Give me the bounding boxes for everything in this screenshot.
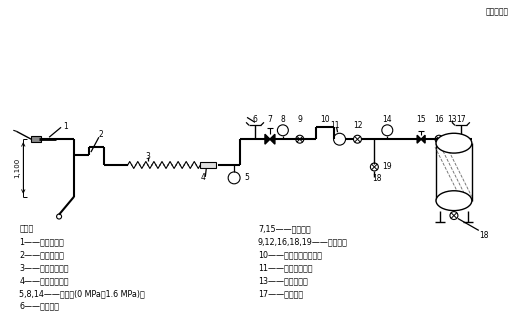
Bar — [31, 136, 41, 142]
Circle shape — [370, 163, 379, 171]
Text: 1: 1 — [63, 122, 68, 131]
Circle shape — [228, 172, 240, 184]
Text: 16: 16 — [434, 115, 444, 124]
Text: 1,100: 1,100 — [14, 158, 20, 178]
Text: 17: 17 — [456, 115, 466, 124]
Circle shape — [450, 212, 458, 219]
Text: 13: 13 — [447, 115, 457, 124]
Circle shape — [57, 214, 62, 219]
Text: 13——耐压储罐；: 13——耐压储罐； — [258, 276, 308, 285]
Text: 5,8,14——压力表(0 MPa～1.6 MPa)；: 5,8,14——压力表(0 MPa～1.6 MPa)； — [19, 289, 145, 298]
Text: 9,12,16,18,19——球形阀；: 9,12,16,18,19——球形阀； — [258, 237, 348, 246]
Text: 1——泡沫出口；: 1——泡沫出口； — [19, 237, 64, 246]
Text: 3: 3 — [145, 151, 150, 161]
Text: 6: 6 — [252, 115, 258, 124]
Polygon shape — [421, 135, 425, 143]
Polygon shape — [265, 134, 270, 144]
Text: 5: 5 — [244, 173, 249, 182]
Circle shape — [435, 135, 443, 143]
Text: 4——气液混合室；: 4——气液混合室； — [19, 276, 69, 285]
Text: 9: 9 — [297, 115, 302, 124]
Text: 17——进气管。: 17——进气管。 — [258, 289, 303, 298]
Text: 10: 10 — [320, 115, 330, 124]
Text: 15: 15 — [416, 115, 426, 124]
Text: 11: 11 — [330, 121, 339, 130]
Polygon shape — [270, 134, 275, 144]
Text: 说明：: 说明： — [19, 224, 33, 233]
Text: 14: 14 — [383, 115, 392, 124]
Circle shape — [278, 125, 288, 136]
Circle shape — [382, 125, 393, 136]
Text: 8: 8 — [281, 115, 285, 124]
Text: 12: 12 — [353, 121, 362, 130]
Circle shape — [334, 133, 346, 145]
Polygon shape — [417, 135, 421, 143]
Ellipse shape — [436, 133, 472, 153]
Ellipse shape — [436, 191, 472, 211]
Text: 7: 7 — [267, 115, 272, 124]
Text: 6——进气管；: 6——进气管； — [19, 302, 59, 311]
Text: 7,15——针形阀；: 7,15——针形阀； — [258, 224, 311, 233]
Circle shape — [353, 135, 362, 143]
Text: 3——泡沫输送管；: 3——泡沫输送管； — [19, 263, 69, 272]
Bar — [200, 162, 216, 168]
Text: 18: 18 — [479, 232, 488, 240]
Text: 19: 19 — [382, 163, 392, 171]
Circle shape — [296, 135, 304, 143]
Text: 18: 18 — [372, 174, 382, 183]
Text: 4: 4 — [201, 173, 205, 182]
Text: 2: 2 — [99, 130, 104, 139]
Text: 单位为毫米: 单位为毫米 — [486, 7, 509, 16]
Text: 11——液体流量计；: 11——液体流量计； — [258, 263, 313, 272]
Text: 2——可调支架；: 2——可调支架； — [19, 250, 64, 259]
Text: 10——泡沫溶液输送管；: 10——泡沫溶液输送管； — [258, 250, 322, 259]
